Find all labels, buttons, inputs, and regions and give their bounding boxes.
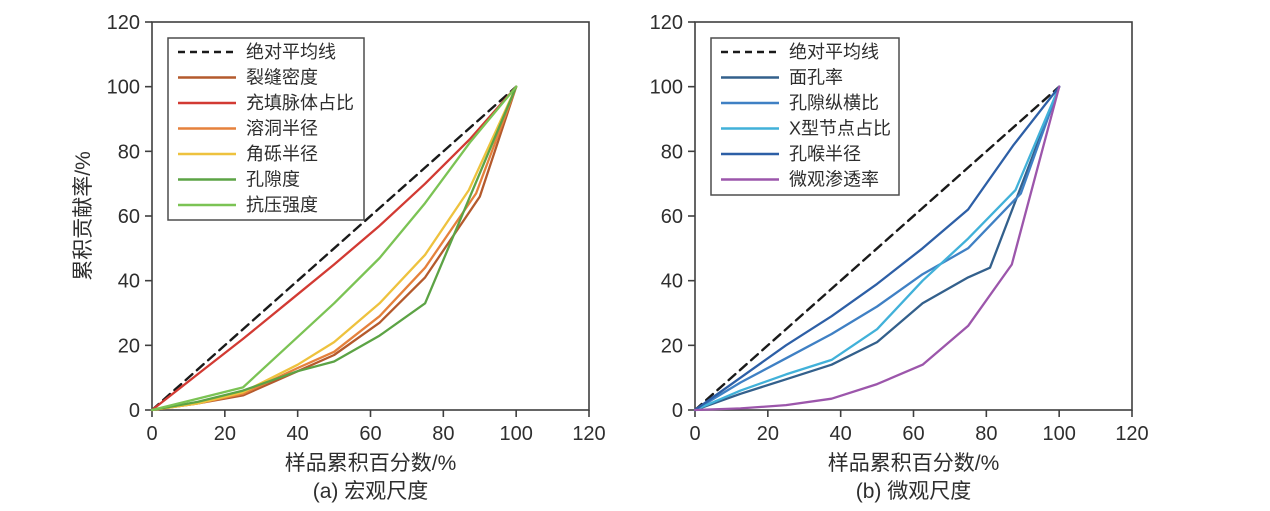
legend-label: 充填脉体占比 [246,93,354,113]
series-line-孔喉半径 [693,85,1061,412]
x-tick-label: 120 [572,423,605,445]
chart-caption: (a) 宏观尺度 [313,480,429,503]
series-line-绝对平均线 [150,85,518,412]
series-line-绝对平均线 [693,85,1061,412]
x-tick-label: 80 [432,423,454,445]
x-axis-label: 样品累积百分数/% [828,452,1000,475]
series-line-角砾半径 [150,85,518,412]
macro-scale-chart: 0 20 40 60 80 100 120 0 20 40 60 80 100 120 样品累积百分数/% 累… [72,12,606,503]
legend-label: 绝对平均线 [789,42,879,62]
legend-label: 抗压强度 [246,195,318,215]
x-tick-label: 40 [830,423,852,445]
y-tick-label: 80 [661,141,683,163]
y-tick-label: 60 [661,206,683,228]
x-axis-label: 样品累积百分数/% [285,452,457,475]
series-line-面孔率 [693,85,1061,412]
legend-box [710,37,900,196]
x-tick-label: 60 [359,423,381,445]
micro-scale-chart: 0 20 40 60 80 100 120 0 20 40 60 80 100 120 样品累积百分数/% 累… [635,12,1149,503]
legend-label: 裂缝密度 [246,68,318,88]
x-tick-label: 40 [287,423,309,445]
chart-caption: (b) 微观尺度 [856,480,972,503]
legend-label: X型节点占比 [789,119,891,139]
legend-label: 绝对平均线 [246,42,336,62]
y-tick-label: 100 [650,77,683,99]
y-tick-label: 80 [118,141,140,163]
legend-label: 孔隙纵横比 [789,93,879,113]
y-tick-label: 40 [118,271,140,293]
x-tick-label: 20 [214,423,236,445]
y-tick-label: 40 [661,271,683,293]
x-tick-label: 100 [1042,423,1075,445]
y-tick-label: 60 [118,206,140,228]
legend-label: 角砾半径 [246,144,318,164]
series-line-抗压强度 [150,85,518,412]
legend-label: 微观渗透率 [789,170,879,190]
legend-label: 面孔率 [789,68,843,88]
y-tick-label: 0 [129,400,140,422]
x-tick-label: 0 [689,423,700,445]
y-tick-label: 20 [661,335,683,357]
series-line-X型节点占比 [693,85,1061,412]
x-tick-label: 0 [146,423,157,445]
x-tick-label: 120 [1115,423,1148,445]
x-tick-label: 80 [975,423,997,445]
legend-label: 孔喉半径 [789,144,861,164]
y-axis-label: 累积贡献率/% [72,151,95,281]
y-axis-label: 累积贡献率/% [635,151,638,281]
y-tick-label: 120 [107,12,140,34]
y-tick-label: 20 [118,335,140,357]
y-tick-label: 100 [107,77,140,99]
series-line-充填脉体占比 [150,85,518,412]
x-tick-label: 100 [499,423,532,445]
y-tick-label: 0 [672,400,683,422]
legend-label: 孔隙度 [246,170,300,190]
series-line-微观渗透率 [693,85,1061,412]
x-tick-label: 60 [902,423,924,445]
x-tick-label: 20 [757,423,779,445]
series-line-孔隙纵横比 [693,85,1061,412]
legend-label: 溶洞半径 [246,119,318,139]
series-line-孔隙度 [150,85,518,412]
y-tick-label: 120 [650,12,683,34]
